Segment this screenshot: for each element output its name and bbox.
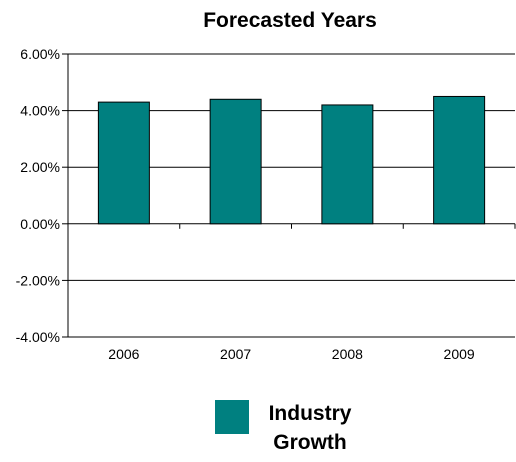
x-tick-label: 2009 (444, 346, 475, 362)
y-tick-label: 6.00% (20, 46, 60, 62)
legend-swatch (215, 400, 249, 434)
y-tick-label: 0.00% (20, 216, 60, 232)
y-tick-label: 4.00% (20, 103, 60, 119)
x-axis-ticks: 2006 2007 2008 2009 (108, 346, 475, 362)
y-tick-label: -2.00% (16, 272, 60, 288)
y-tick-label: 2.00% (20, 159, 60, 175)
x-tick-label: 2006 (108, 346, 139, 362)
bar-2009 (433, 95, 486, 225)
legend-label-line-2: Growth (273, 431, 347, 454)
chart-title: Forecasted Years (203, 9, 377, 32)
bar-2007 (209, 98, 262, 225)
legend: Industry Growth (215, 400, 352, 454)
y-axis-ticks: 6.00% 4.00% 2.00% 0.00% -2.00% -4.00% (16, 46, 68, 345)
x-tick-label: 2008 (332, 346, 363, 362)
y-tick-label: -4.00% (16, 329, 60, 345)
bars (97, 95, 486, 225)
legend-label-line-1: Industry (269, 402, 352, 425)
x-tick-label: 2007 (220, 346, 251, 362)
bar-2006 (97, 101, 150, 225)
bar-2008 (321, 104, 374, 225)
axes (67, 54, 516, 337)
